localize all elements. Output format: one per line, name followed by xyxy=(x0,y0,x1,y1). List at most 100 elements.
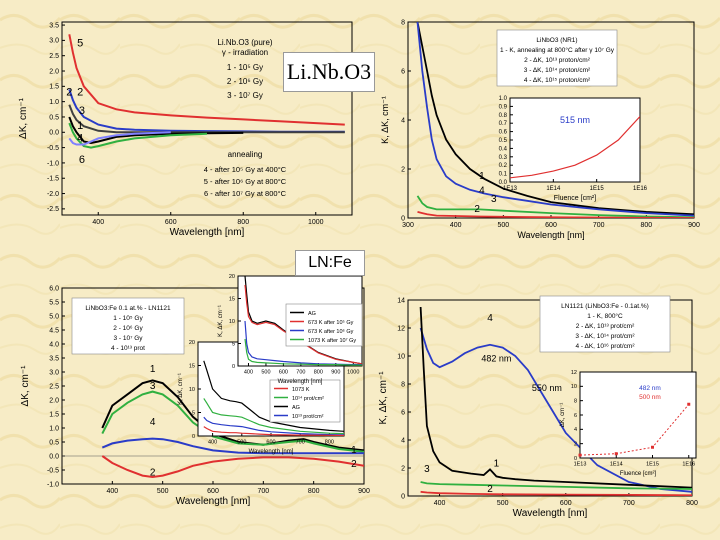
y-tick-label: 0.3 xyxy=(499,155,508,161)
chart-c1-legend: Li.Nb.O3 (pure)γ - irradiation 1 - 10⁵ Gy… xyxy=(204,38,287,198)
y-tick-label: -1.0 xyxy=(47,481,59,488)
series-line-inset xyxy=(580,403,690,456)
chart-c2-legend-line: 4 - ΔK, 10¹⁵ proton/cm² xyxy=(524,77,591,84)
chart-c4-inset: 1E13 1E14 1E15 1E16 0 2 4 6 8 10 12 Fluence [cm²] ΔK… xyxy=(560,370,697,477)
chart-c3-legend-line: 3 - 10⁷ Gy xyxy=(113,335,143,342)
y-tick-label: -2.0 xyxy=(47,191,59,198)
y-tick-label: 20 xyxy=(189,340,195,346)
chart-c1-frame xyxy=(61,21,353,216)
y-tick-label: 0.9 xyxy=(499,104,508,110)
chart-c2-legend-line: LiNbO3 (NR1) xyxy=(536,37,577,44)
x-tick-label: 1E16 xyxy=(682,462,695,468)
series-line-#e03030 xyxy=(203,426,344,436)
x-tick-label: 500 xyxy=(261,370,270,376)
inset-legend-entry: 500 nm xyxy=(639,394,661,401)
x-tick-label: 400 xyxy=(244,370,253,376)
series-line-#30b040 xyxy=(203,398,344,435)
y-tick-label: 1.0 xyxy=(499,96,508,102)
legend-title: Li.Nb.O3 (pure) xyxy=(217,38,272,47)
x-tick-label: 700 xyxy=(296,440,305,446)
y-tick-label: 4.5 xyxy=(49,327,59,334)
y-tick-label: 0.7 xyxy=(499,121,508,127)
y-tick-label: 2.0 xyxy=(49,397,59,404)
y-tick-label: 0.0 xyxy=(499,180,508,186)
chart-c4-legend-line: 3 - ΔK, 10¹⁴ prot/cm² xyxy=(575,333,635,340)
y-tick-label: 2.5 xyxy=(49,53,59,60)
chart-c3-inset1-legend-entry: 1073 K after 10⁷ Gy xyxy=(308,337,356,344)
y-tick-label: 0.2 xyxy=(499,163,508,169)
y-tick-label: 10 xyxy=(571,384,577,390)
legend-item: 3 - 10⁷ Gy xyxy=(227,91,263,100)
x-tick-label: 700 xyxy=(296,370,305,376)
series-line-3 xyxy=(416,195,694,218)
y-axis-label: ΔK, cm⁻¹ xyxy=(560,403,566,428)
y-tick-label: 0.0 xyxy=(49,453,59,460)
curve-label: 2 xyxy=(487,484,493,495)
y-tick-label: 0 xyxy=(232,364,235,370)
chart-c3-legend-line: 1 - 10⁵ Gy xyxy=(113,315,143,322)
x-tick-label: 800 xyxy=(314,370,323,376)
chart-c3-inset2-legend-entry: 10¹³ prot/cm² xyxy=(292,414,324,420)
y-axis-label: ΔK, cm⁻¹ xyxy=(18,97,29,139)
x-tick-label: 700 xyxy=(623,500,635,507)
x-tick-label: 800 xyxy=(325,440,334,446)
x-axis-label: Wavelength [nm] xyxy=(517,230,584,240)
x-tick-label: 600 xyxy=(560,500,572,507)
curve-label: 2 xyxy=(66,87,72,99)
y-tick-label: 4 xyxy=(574,427,577,433)
x-tick-label: 400 xyxy=(434,500,446,507)
x-tick-label: 1E13 xyxy=(503,186,518,192)
series-line-#e03030 xyxy=(244,284,362,365)
curve-label: 5 xyxy=(77,38,83,50)
inset-title: 515 nm xyxy=(560,115,590,125)
x-tick-label: 600 xyxy=(545,222,557,229)
chart-c2-legend-line: 3 - ΔK, 10¹⁴ proton/cm² xyxy=(524,67,591,74)
chart-c3-inset2-legend-entry: 10¹⁴ prot/cm² xyxy=(292,395,324,402)
curve-label: 1 xyxy=(150,364,156,375)
legend2-item: 4 - after 10⁵ Gy at 400°C xyxy=(204,165,287,174)
slide-title-bottom: LN:Fe xyxy=(295,250,365,276)
curve-label: 2 xyxy=(77,87,83,99)
y-tick-label: 10 xyxy=(229,319,235,325)
chart-c3-inset1: 400 500 600 700 800 900 1000 0 5 10 15 20 Wavelength… xyxy=(218,274,363,385)
peak-annotation: 482 nm xyxy=(481,354,511,364)
x-tick-label: 1E13 xyxy=(574,462,587,468)
chart-c3-legend-line: LiNbO3:Fe 0.1 at.% - LN1121 xyxy=(85,305,171,312)
y-tick-label: 3.5 xyxy=(49,22,59,29)
x-tick-label: 1000 xyxy=(347,370,359,376)
curve-label: 1 xyxy=(494,459,500,470)
chart-c2: 300 400 500 600 700 800 900 0 2 4 6 8 Wavelength [nm… xyxy=(380,19,700,240)
series-line-2 xyxy=(417,211,694,218)
y-tick-label: 0 xyxy=(401,215,405,222)
y-tick-label: 14 xyxy=(397,297,405,304)
x-tick-label: 900 xyxy=(358,488,370,495)
x-tick-label: 600 xyxy=(266,440,275,446)
y-tick-label: 5.5 xyxy=(49,299,59,306)
y-axis-label: K, ΔK, cm⁻¹ xyxy=(380,96,390,144)
curve-label: 4 xyxy=(487,313,493,324)
curve-label: 1 xyxy=(351,445,357,456)
y-tick-label: 0.4 xyxy=(499,146,508,152)
x-axis-label: Fluence [cm²] xyxy=(554,195,596,202)
x-tick-label: 800 xyxy=(640,222,652,229)
chart-c3-legend-box xyxy=(71,297,185,355)
y-tick-label: 8 xyxy=(401,19,405,26)
y-tick-label: 5 xyxy=(232,341,235,347)
y-tick-label: 4 xyxy=(401,437,405,444)
y-tick-label: 5 xyxy=(192,410,195,416)
slide-title-top: Li.Nb.O3 xyxy=(283,52,375,92)
series-line-4 xyxy=(101,437,364,455)
curve-label: 2 xyxy=(351,459,357,470)
y-tick-label: 20 xyxy=(229,274,235,280)
chart-c3-legend-line: 2 - 10⁶ Gy xyxy=(113,325,143,332)
x-tick-label: 400 xyxy=(450,222,462,229)
y-tick-label: 0 xyxy=(574,456,577,462)
peak-annotation: 550 nm xyxy=(532,383,562,393)
x-axis-label: Wavelength [nm] xyxy=(513,508,588,519)
y-axis-label: K, ΔK, cm⁻¹ xyxy=(178,373,184,405)
y-axis-label: K, ΔK, cm⁻¹ xyxy=(378,371,389,425)
x-axis-label: Wavelength [nm] xyxy=(170,227,245,238)
chart-c1: 400 600 800 1000 -2.5 -2.0 -1.5 -1.0 -0.5 0.0 0.5 1… xyxy=(18,21,353,238)
y-tick-label: 0.5 xyxy=(49,114,59,121)
